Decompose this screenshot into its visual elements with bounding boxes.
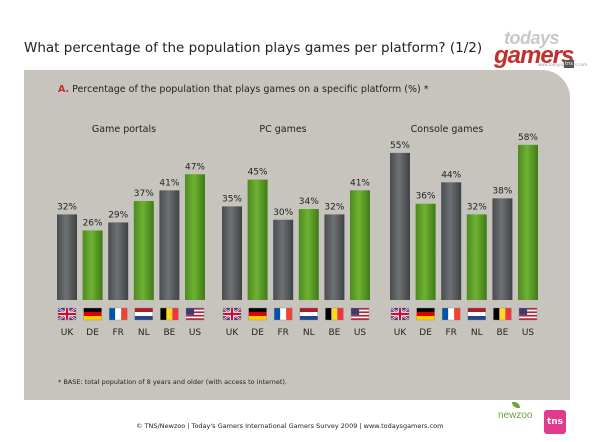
subtitle-letter: A. <box>58 84 70 95</box>
value-label-game-portals-nl: 37% <box>134 189 154 199</box>
bar-pc-games-be <box>324 214 345 300</box>
bar-console-games-us <box>518 144 538 300</box>
value-label-game-portals-uk: 32% <box>57 202 77 212</box>
flag-fr-icon <box>274 307 293 321</box>
category-label-console-games-de: DE <box>419 328 432 338</box>
value-label-pc-games-us: 41% <box>350 178 370 188</box>
value-label-console-games-nl: 32% <box>467 202 487 212</box>
value-label-console-games-uk: 55% <box>390 141 410 151</box>
bar-game-portals-de <box>82 230 103 300</box>
bar-game-portals-uk <box>57 214 77 300</box>
flag-uk-icon <box>222 307 242 321</box>
category-label-console-games-nl: NL <box>471 328 483 338</box>
bar-console-games-be <box>492 198 513 300</box>
value-label-game-portals-de: 26% <box>83 218 103 228</box>
category-label-console-games-fr: FR <box>445 328 456 338</box>
todaysgamers-logo: todays gamers www.todaysgamers.com tns <box>492 28 587 70</box>
chart-title-console-games: Console games <box>411 124 484 135</box>
flag-uk-icon <box>57 307 77 321</box>
bar-game-portals-fr <box>108 222 129 300</box>
logo-line-gamers: gamers <box>494 42 574 69</box>
flag-be-icon <box>160 307 179 321</box>
category-label-game-portals-de: DE <box>86 328 99 338</box>
category-label-game-portals-nl: NL <box>138 328 150 338</box>
value-label-game-portals-fr: 29% <box>108 210 128 220</box>
newzoo-logo-text: newzoo <box>498 410 533 421</box>
flag-fr-icon <box>108 307 128 321</box>
newzoo-logo: newzoo <box>498 402 533 421</box>
value-label-console-games-de: 36% <box>416 192 436 202</box>
flag-nl-icon <box>467 307 486 321</box>
value-label-game-portals-us: 47% <box>185 162 205 172</box>
value-label-pc-games-uk: 35% <box>222 194 242 204</box>
category-label-console-games-us: US <box>522 328 535 338</box>
bar-game-portals-be <box>159 190 180 300</box>
bar-console-games-de <box>415 203 436 300</box>
category-label-pc-games-nl: NL <box>303 328 315 338</box>
bar-pc-games-uk <box>222 206 242 300</box>
flag-us-icon <box>350 307 370 321</box>
credit-line: © TNS/Newzoo | Today's Gamers Internatio… <box>136 422 444 430</box>
value-label-console-games-be: 38% <box>492 186 512 196</box>
category-label-game-portals-uk: UK <box>61 328 75 338</box>
value-label-pc-games-fr: 30% <box>273 208 293 218</box>
value-label-game-portals-be: 41% <box>159 178 179 188</box>
chart-subtitle: A. Percentage of the population that pla… <box>58 84 429 95</box>
flag-nl-icon <box>299 307 318 321</box>
flag-de-icon <box>416 307 435 321</box>
chart-title-pc-games: PC games <box>259 124 306 135</box>
category-label-game-portals-us: US <box>189 328 202 338</box>
value-label-pc-games-nl: 34% <box>299 197 319 207</box>
category-label-pc-games-fr: FR <box>277 328 288 338</box>
flag-fr-icon <box>442 307 461 321</box>
category-label-pc-games-be: BE <box>328 328 340 338</box>
category-label-game-portals-fr: FR <box>112 328 123 338</box>
bar-game-portals-us <box>185 174 205 300</box>
tns-logo: tns <box>544 410 566 434</box>
bar-console-games-fr <box>441 182 462 300</box>
logo-line-todays: todays <box>504 28 560 48</box>
category-label-pc-games-de: DE <box>251 328 264 338</box>
bar-pc-games-nl <box>298 209 319 300</box>
category-label-game-portals-be: BE <box>163 328 175 338</box>
value-label-console-games-us: 58% <box>518 133 538 143</box>
category-label-pc-games-uk: UK <box>226 328 240 338</box>
flag-be-icon <box>325 307 344 321</box>
chart-title-game-portals: Game portals <box>92 124 156 135</box>
leaf-icon <box>512 402 520 408</box>
flag-be-icon <box>493 307 512 321</box>
value-label-pc-games-be: 32% <box>324 202 344 212</box>
bar-pc-games-fr <box>273 219 294 300</box>
flag-nl-icon <box>134 307 154 321</box>
page-title: What percentage of the population plays … <box>24 40 483 56</box>
value-label-pc-games-de: 45% <box>248 168 268 178</box>
category-label-console-games-be: BE <box>496 328 508 338</box>
category-label-console-games-uk: UK <box>394 328 408 338</box>
bar-pc-games-de <box>247 179 268 300</box>
logo-url: www.todaysgamers.com <box>538 62 588 67</box>
bar-game-portals-nl <box>133 201 154 300</box>
flag-us-icon <box>185 307 205 321</box>
flag-de-icon <box>83 307 102 321</box>
subtitle-text: Percentage of the population that plays … <box>72 84 429 95</box>
footnote: * BASE: total population of 8 years and … <box>58 378 287 386</box>
bar-pc-games-us <box>350 190 370 300</box>
category-label-pc-games-us: US <box>354 328 367 338</box>
bar-console-games-nl <box>466 214 487 300</box>
flag-us-icon <box>518 307 538 321</box>
logo-tns-badge: tns <box>564 60 574 68</box>
value-label-console-games-fr: 44% <box>441 170 461 180</box>
flag-de-icon <box>248 307 267 321</box>
bar-console-games-uk <box>390 152 410 300</box>
flag-uk-icon <box>390 307 410 321</box>
